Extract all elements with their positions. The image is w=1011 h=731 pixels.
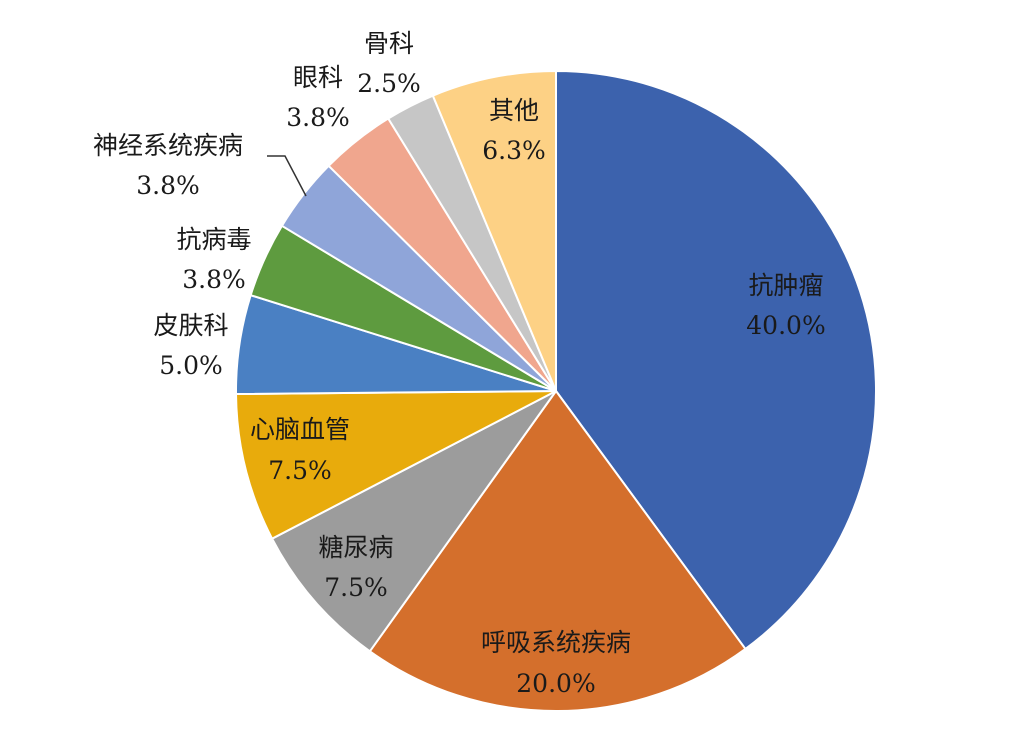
pie-slices: [235, 69, 877, 712]
slice-value-10: 6.3%: [482, 136, 546, 165]
slice-label-9: 骨科: [364, 29, 414, 58]
slice-label-10: 其他: [489, 96, 539, 125]
pie-slice-2: [368, 389, 747, 712]
slice-value-6: 3.8%: [182, 265, 246, 294]
slice-value-8: 3.8%: [286, 103, 350, 132]
pie-slice-1: [555, 69, 877, 651]
slice-value-9: 2.5%: [357, 69, 421, 98]
slice-value-1: 40.0%: [746, 311, 825, 340]
pie-slice-10: [431, 69, 557, 392]
slice-value-4: 7.5%: [268, 456, 332, 485]
leader-line-7: [267, 155, 307, 197]
slice-value-3: 7.5%: [324, 573, 388, 602]
slice-label-6: 抗病毒: [176, 225, 251, 254]
slice-label-7: 神经系统疾病: [93, 131, 243, 160]
leader-lines: [267, 155, 307, 197]
slice-labels: 抗肿瘤 40.0% 呼吸系统疾病 20.0% 糖尿病 7.5% 心脑血管 7.5% 皮肤科 5.0…: [93, 29, 826, 698]
slice-label-5: 皮肤科: [153, 311, 228, 340]
pie-slice-4: [235, 390, 557, 541]
slice-value-7: 3.8%: [136, 171, 200, 200]
slice-label-3: 糖尿病: [318, 533, 393, 562]
slice-label-4: 心脑血管: [250, 415, 350, 444]
slice-label-8: 眼科: [293, 63, 343, 92]
slice-label-2: 呼吸系统疾病: [481, 628, 631, 657]
slice-value-2: 20.0%: [516, 669, 595, 698]
slice-value-5: 5.0%: [159, 351, 223, 380]
slice-label-1: 抗肿瘤: [748, 271, 823, 300]
pie-slice-3: [270, 390, 557, 653]
